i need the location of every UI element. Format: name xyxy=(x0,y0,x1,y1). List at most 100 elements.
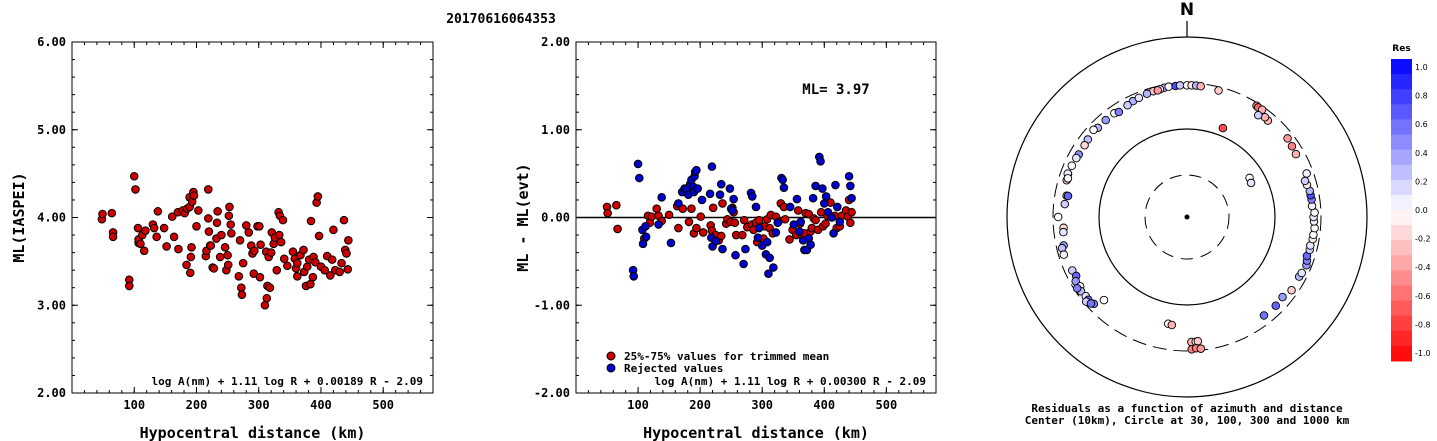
data-point xyxy=(729,194,738,204)
data-point xyxy=(641,221,650,231)
data-point xyxy=(244,228,254,237)
station-residual-point xyxy=(1059,227,1068,237)
data-point xyxy=(754,223,764,233)
data-point xyxy=(306,279,315,289)
data-point xyxy=(664,210,674,220)
data-point xyxy=(329,225,338,235)
data-point xyxy=(847,207,856,217)
x-axis-label: Hypocentral distance (km) xyxy=(643,424,869,441)
data-point xyxy=(108,232,118,242)
data-point xyxy=(212,218,222,228)
data-point xyxy=(124,281,134,291)
station-residual-point xyxy=(1101,115,1110,125)
data-point xyxy=(339,215,349,225)
data-point xyxy=(692,165,701,175)
data-point xyxy=(335,267,344,277)
data-point xyxy=(225,202,234,212)
data-point xyxy=(725,184,735,193)
data-point xyxy=(185,268,195,278)
data-point xyxy=(697,195,707,205)
data-point xyxy=(795,227,804,236)
station-residual-point xyxy=(1253,110,1263,120)
data-point xyxy=(716,231,726,241)
data-point xyxy=(657,193,666,202)
figure-title: 20170616064353 xyxy=(446,12,556,27)
data-point xyxy=(692,223,701,233)
colorbar-segment xyxy=(1391,315,1412,332)
colorbar-segment xyxy=(1391,240,1412,256)
station-residual-point xyxy=(1196,81,1205,91)
data-point xyxy=(629,271,639,281)
data-point xyxy=(220,243,230,252)
data-point xyxy=(753,233,763,242)
station-residual-point xyxy=(1196,344,1206,353)
data-point xyxy=(189,191,199,200)
data-point xyxy=(139,246,149,256)
data-point xyxy=(747,192,757,201)
station-residual-point xyxy=(1067,161,1077,170)
data-point xyxy=(136,239,145,249)
data-point xyxy=(771,228,781,237)
data-point xyxy=(846,218,855,228)
data-point xyxy=(141,226,150,235)
polar-caption-line1: Residuals as a function of azimuth and d… xyxy=(1031,402,1343,415)
x-tick-label: 200 xyxy=(689,398,711,412)
colorbar-tick-label: -0.8 xyxy=(1415,320,1431,329)
data-point xyxy=(342,249,351,258)
data-point xyxy=(846,181,855,191)
data-point xyxy=(238,258,248,268)
data-point xyxy=(705,189,715,199)
x-tick-label: 400 xyxy=(310,398,332,412)
data-point xyxy=(654,220,663,229)
y-tick-label: 3.00 xyxy=(37,298,66,312)
station-residual-point xyxy=(1063,174,1073,183)
data-point xyxy=(272,265,282,275)
data-point xyxy=(255,272,265,282)
colorbar-tick-label: 0.0 xyxy=(1415,206,1428,215)
data-point xyxy=(818,184,827,193)
data-point xyxy=(266,248,276,257)
data-point xyxy=(236,283,246,293)
data-point xyxy=(256,240,265,250)
data-point xyxy=(192,221,201,231)
data-point xyxy=(234,271,244,281)
y-axis-label: ML - ML(evt) xyxy=(514,163,532,271)
data-point xyxy=(131,185,140,194)
data-point xyxy=(833,202,842,212)
data-point xyxy=(278,215,288,225)
data-point xyxy=(167,212,177,221)
data-point xyxy=(288,247,298,257)
station-residual-point xyxy=(1142,89,1152,99)
station-residual-point xyxy=(1123,100,1132,110)
station-residual-point xyxy=(1063,191,1073,201)
data-point xyxy=(711,236,720,246)
legend-swatch xyxy=(606,351,616,361)
data-point xyxy=(612,200,621,210)
data-point xyxy=(684,217,694,227)
station-residual-point xyxy=(1259,311,1269,320)
data-point xyxy=(279,254,289,264)
data-point xyxy=(844,171,854,181)
station-residual-point xyxy=(1167,320,1177,330)
data-point xyxy=(831,180,840,190)
data-point xyxy=(718,244,727,254)
station-residual-point xyxy=(1193,336,1203,346)
y-tick-label: 1.00 xyxy=(541,123,570,137)
data-point xyxy=(224,211,234,221)
data-point xyxy=(283,261,292,271)
data-point xyxy=(779,183,789,192)
data-point xyxy=(739,259,748,269)
data-point xyxy=(299,245,308,255)
colorbar-tick-label: -0.6 xyxy=(1415,292,1431,301)
data-point xyxy=(187,243,196,252)
station-residual-point xyxy=(1072,284,1082,293)
y-tick-label: 2.00 xyxy=(37,386,66,400)
data-point xyxy=(320,265,330,275)
colorbar-segment xyxy=(1391,194,1412,211)
x-axis-label: Hypocentral distance (km) xyxy=(140,424,366,441)
data-point xyxy=(716,179,726,189)
station-residual-point xyxy=(1297,268,1306,278)
colorbar-segment xyxy=(1391,345,1412,362)
data-point xyxy=(152,232,161,242)
x-tick-label: 100 xyxy=(627,398,649,412)
